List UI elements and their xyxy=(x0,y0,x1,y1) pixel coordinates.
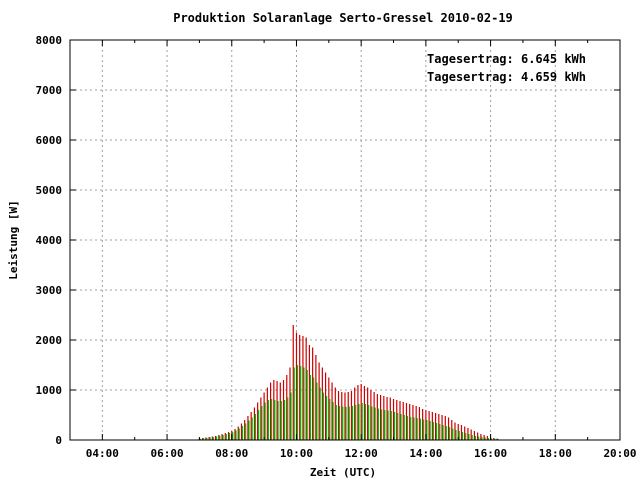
y-tick-label: 1000 xyxy=(36,384,63,397)
x-tick-label: 10:00 xyxy=(280,447,313,460)
x-tick-label: 06:00 xyxy=(150,447,183,460)
bars-layer xyxy=(198,325,499,440)
legend-entry-green: Tagesertrag: 4.659 kWh xyxy=(427,70,586,84)
x-tick-label: 18:00 xyxy=(539,447,572,460)
y-tick-label: 2000 xyxy=(36,334,63,347)
y-tick-label: 0 xyxy=(55,434,62,447)
x-tick-label: 16:00 xyxy=(474,447,507,460)
x-tick-label: 20:00 xyxy=(603,447,636,460)
plot-frame xyxy=(69,39,621,441)
y-tick-label: 4000 xyxy=(36,234,63,247)
y-tick-label: 3000 xyxy=(36,284,63,297)
x-tick-label: 12:00 xyxy=(345,447,378,460)
y-tick-label: 7000 xyxy=(36,84,63,97)
x-axis-label: Zeit (UTC) xyxy=(310,466,376,479)
grid-layer xyxy=(70,40,620,440)
y-tick-label: 6000 xyxy=(36,134,63,147)
x-tick-label: 08:00 xyxy=(215,447,248,460)
chart-title: Produktion Solaranlage Serto-Gressel 201… xyxy=(173,11,513,25)
y-tick-label: 5000 xyxy=(36,184,63,197)
x-tick-label: 14:00 xyxy=(409,447,442,460)
legend-entry-red: Tagesertrag: 6.645 kWh xyxy=(427,52,586,66)
y-axis-label: Leistung [W] xyxy=(7,200,20,279)
y-tick-label: 8000 xyxy=(36,34,63,47)
x-tick-label: 04:00 xyxy=(86,447,119,460)
ticks-layer: 0 1000 2000 3000 4000 5000 6000 7000 8000 04:00 06… xyxy=(36,34,637,460)
